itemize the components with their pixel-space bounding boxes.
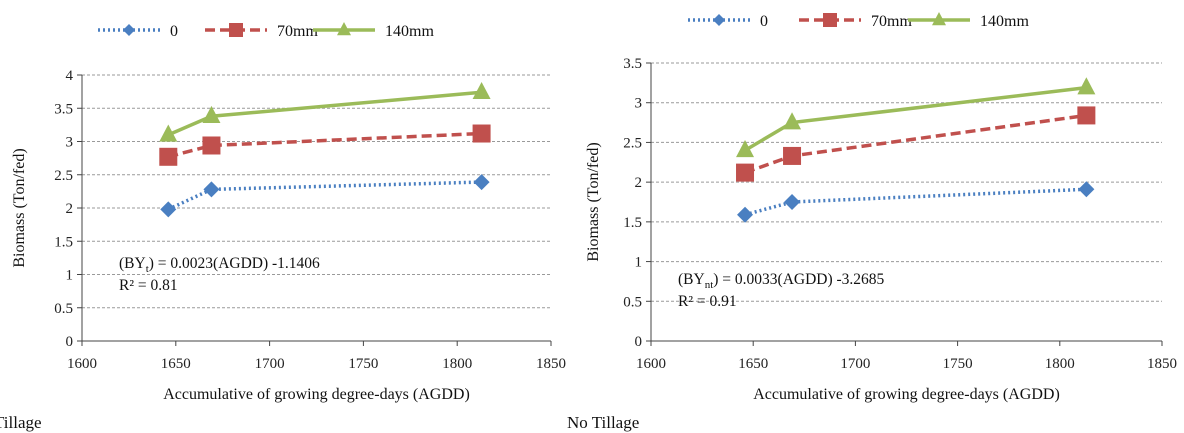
equation-subscript: nt (705, 279, 714, 291)
y-tick-label: 3 (66, 135, 74, 151)
chart-panel-tillage: 0 0.5 1 1.5 2 2.5 3 3.5 4 1600 1650 1700 1750 1800 185… (0, 21, 566, 432)
equation-prefix: (BY (678, 271, 705, 288)
x-axis-label: Accumulative of growing degree-days (AGD… (163, 386, 470, 403)
series-0 (160, 174, 490, 218)
legend-label: 70mm (277, 23, 318, 40)
legend-label: 70mm (871, 13, 912, 30)
data-point (736, 140, 755, 158)
data-point (1077, 106, 1096, 125)
y-tick-label: 0.5 (623, 294, 642, 310)
data-point (160, 201, 177, 218)
y-tick-label: 0 (66, 334, 74, 350)
y-tick-label: 3 (635, 96, 643, 112)
y-axis-label: Biomass (Ton/fed) (585, 142, 602, 261)
x-tick-label: 1800 (1045, 356, 1075, 372)
x-tick-label: 1750 (943, 356, 973, 372)
legend-label: 0 (760, 13, 768, 30)
y-tick-label: 3.5 (54, 101, 73, 117)
data-point (783, 146, 802, 165)
x-tick-label: 1650 (738, 356, 768, 372)
data-point (783, 112, 802, 130)
series-0 (737, 181, 1095, 223)
legend-label: 0 (170, 23, 178, 40)
equation-subscript: t (146, 263, 149, 275)
data-point (472, 81, 491, 100)
series-line (744, 187, 1087, 217)
legend-item: 140mm (313, 21, 434, 40)
x-tick-label: 1650 (161, 356, 191, 372)
data-point (472, 124, 491, 143)
equation-body: ) = 0.0023(AGDD) -1.1406 (149, 255, 320, 272)
legend-item: 70mm (799, 13, 912, 30)
y-tick-label: 2 (635, 175, 643, 191)
data-point (736, 163, 755, 182)
legend-marker (337, 21, 351, 36)
y-tick-label: 0.5 (54, 301, 73, 317)
legend-label: 140mm (385, 23, 434, 40)
data-point (159, 124, 178, 142)
legend-marker (123, 24, 135, 36)
series-140mm (159, 81, 491, 142)
data-point (1078, 181, 1095, 198)
series-line (744, 85, 1087, 152)
x-tick-label: 1600 (67, 356, 97, 372)
y-tick-label: 2.5 (623, 135, 642, 151)
legend-item: 140mm (908, 11, 1029, 30)
regression-equation: (BYt) = 0.0023(AGDD) -1.1406 (119, 255, 320, 275)
y-tick-label: 1.5 (54, 234, 73, 250)
data-point (203, 181, 220, 198)
panel-caption: No Tillage (567, 413, 639, 432)
y-tick-label: 4 (66, 68, 74, 84)
legend-item: 0 (98, 23, 178, 40)
equation-prefix: (BY (119, 255, 146, 272)
y-axis-label: Biomass (Ton/fed) (11, 148, 28, 267)
y-tick-label: 1 (66, 268, 74, 284)
x-tick-label: 1750 (348, 356, 378, 372)
legend-marker (229, 23, 243, 37)
series-70mm (159, 124, 491, 166)
panel-caption: Tillage (0, 413, 42, 432)
y-tick-label: 2 (66, 201, 74, 217)
y-tick-label: 1.5 (623, 215, 642, 231)
x-axis-label: Accumulative of growing degree-days (AGD… (753, 386, 1060, 403)
data-point (159, 147, 178, 166)
y-tick-label: 0 (635, 334, 643, 350)
series-140mm (736, 77, 1096, 158)
y-tick-label: 1 (635, 255, 643, 271)
x-tick-label: 1600 (636, 356, 666, 372)
x-tick-label: 1800 (442, 356, 472, 372)
data-point (202, 105, 221, 123)
legend-marker (713, 14, 725, 26)
x-tick-label: 1850 (536, 356, 566, 372)
chart-panel-no-tillage: 0 0.5 1 1.5 2 2.5 3 3.5 1600 1650 1700 1750 1800 1850… (567, 11, 1177, 432)
series-line (167, 180, 482, 211)
data-point (737, 206, 754, 223)
legend-marker (932, 11, 946, 26)
series-70mm (736, 106, 1096, 182)
legend-marker (823, 13, 837, 27)
y-tick-label: 3.5 (623, 56, 642, 72)
x-tick-label: 1700 (840, 356, 870, 372)
legend-item: 70mm (205, 23, 318, 40)
data-point (784, 194, 801, 210)
x-tick-label: 1850 (1147, 356, 1177, 372)
legend-item: 0 (688, 13, 768, 30)
x-tick-label: 1700 (255, 356, 285, 372)
data-point (202, 136, 221, 155)
regression-equation: (BYnt) = 0.0033(AGDD) -3.2685 (678, 271, 885, 291)
data-point (473, 174, 490, 191)
y-tick-label: 2.5 (54, 168, 73, 184)
equation-body: ) = 0.0033(AGDD) -3.2685 (713, 271, 884, 288)
r-squared: R² = 0.91 (678, 293, 737, 310)
r-squared: R² = 0.81 (119, 277, 178, 294)
legend-label: 140mm (980, 13, 1029, 30)
data-point (1077, 77, 1096, 95)
